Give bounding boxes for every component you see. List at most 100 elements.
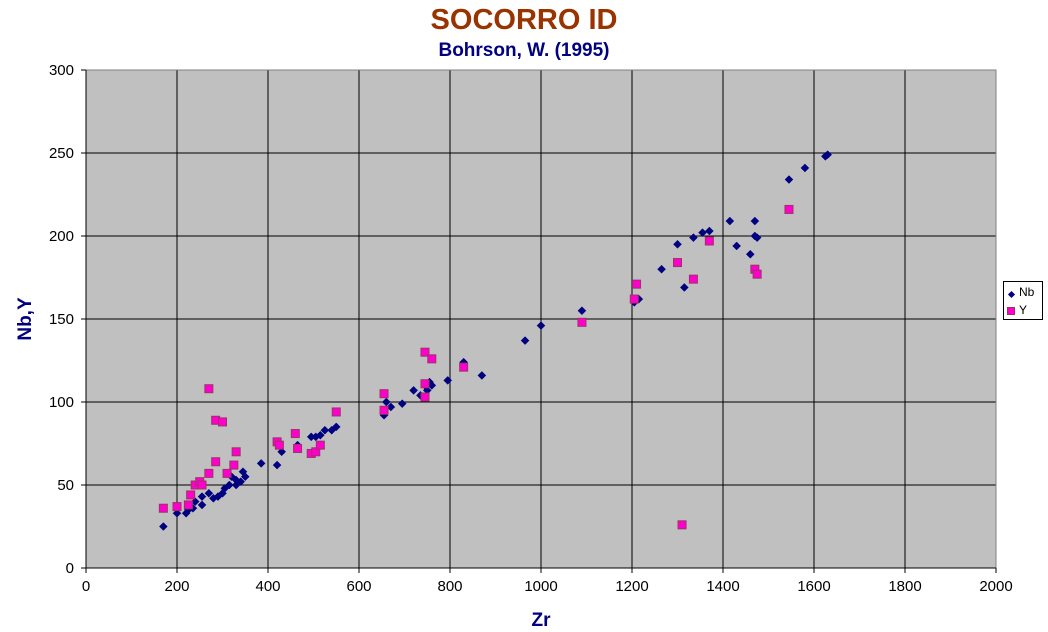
point-nb: [520, 336, 530, 345]
point-y: [784, 204, 794, 214]
x-tick-label: 2000: [979, 578, 1012, 595]
x-tick-label: 200: [164, 578, 189, 595]
point-y: [204, 384, 214, 394]
legend-label-nb: Nb: [1019, 285, 1035, 299]
x-tick-label: 0: [82, 578, 90, 595]
point-nb: [673, 239, 682, 249]
y-tick-label: 100: [49, 394, 74, 411]
legend: Nb Y: [1003, 281, 1043, 320]
x-tick-label: 1400: [706, 578, 739, 595]
point-y: [218, 417, 227, 427]
point-nb: [386, 402, 396, 412]
point-nb: [197, 492, 207, 501]
y-tick-label: 0: [66, 560, 74, 577]
point-nb: [240, 472, 250, 482]
point-y: [293, 443, 303, 453]
point-nb: [256, 459, 266, 468]
point-nb: [704, 226, 714, 236]
x-tick-label: 1000: [524, 578, 557, 595]
point-y: [222, 468, 232, 478]
y-tick-label: 50: [57, 477, 74, 494]
point-y: [629, 294, 639, 304]
point-nb: [784, 175, 794, 184]
point-y: [231, 447, 241, 457]
point-nb: [172, 508, 182, 518]
point-nb: [272, 460, 282, 470]
point-nb: [443, 376, 453, 385]
point-nb: [320, 425, 330, 435]
point-nb: [224, 480, 234, 490]
point-y: [183, 500, 193, 510]
point-nb: [577, 306, 587, 316]
point-y: [673, 258, 682, 268]
point-y: [577, 317, 587, 327]
x-tick-label: 1200: [615, 578, 648, 595]
point-nb: [698, 228, 707, 238]
point-y: [331, 407, 341, 417]
point-nb: [732, 241, 742, 251]
legend-label-y: Y: [1019, 303, 1028, 317]
point-y: [311, 447, 321, 457]
y-tick-label: 300: [49, 62, 74, 79]
x-tick-label: 1800: [888, 578, 921, 595]
x-axis-label: Zr: [532, 610, 552, 631]
point-y: [204, 468, 214, 478]
point-y: [379, 405, 389, 415]
point-nb: [190, 497, 200, 506]
point-nb: [823, 150, 833, 160]
point-nb: [750, 216, 760, 226]
square-marker-icon: [1007, 306, 1015, 315]
x-tick-label: 400: [255, 578, 280, 595]
point-y: [420, 379, 430, 389]
point-nb: [536, 321, 546, 330]
point-y: [459, 362, 469, 372]
point-y: [158, 503, 168, 513]
point-y: [197, 480, 207, 490]
point-y: [688, 274, 698, 284]
point-y: [211, 457, 221, 467]
point-nb: [725, 216, 735, 226]
point-nb: [689, 233, 698, 243]
chart-title: SOCORRO ID: [430, 4, 618, 36]
point-nb: [158, 522, 168, 531]
point-y: [379, 389, 389, 399]
legend-item-y: Y: [1006, 302, 1027, 318]
y-tick-label: 250: [49, 145, 74, 162]
point-nb: [331, 422, 341, 432]
point-nb: [800, 163, 810, 173]
x-tick-label: 600: [346, 578, 371, 595]
x-tick-label: 800: [437, 578, 462, 595]
point-nb: [477, 371, 487, 380]
chart-subtitle: Bohrson, W. (1995): [438, 40, 610, 61]
diamond-marker-icon: [1007, 290, 1015, 298]
point-y: [677, 520, 687, 530]
point-nb: [752, 233, 762, 243]
point-y: [632, 279, 642, 289]
point-nb: [204, 488, 214, 498]
point-y: [274, 440, 284, 450]
point-y: [752, 269, 762, 279]
legend-item-nb: Nb: [1006, 284, 1034, 300]
point-y: [229, 460, 239, 470]
point-nb: [197, 500, 207, 510]
x-tick-label: 1600: [797, 578, 830, 595]
point-nb: [236, 477, 246, 487]
point-nb: [315, 430, 325, 440]
point-nb: [409, 386, 418, 395]
point-y: [315, 440, 325, 450]
point-nb: [679, 283, 689, 292]
point-y: [704, 236, 714, 246]
point-y: [186, 490, 196, 500]
y-tick-label: 200: [49, 228, 74, 245]
y-tick-label: 150: [49, 311, 74, 328]
point-y: [172, 502, 182, 512]
point-y: [420, 392, 430, 402]
point-y: [420, 347, 430, 357]
point-y: [290, 429, 300, 439]
point-y: [427, 354, 437, 364]
point-nb: [397, 399, 407, 409]
point-nb: [277, 447, 287, 457]
point-nb: [745, 249, 755, 259]
